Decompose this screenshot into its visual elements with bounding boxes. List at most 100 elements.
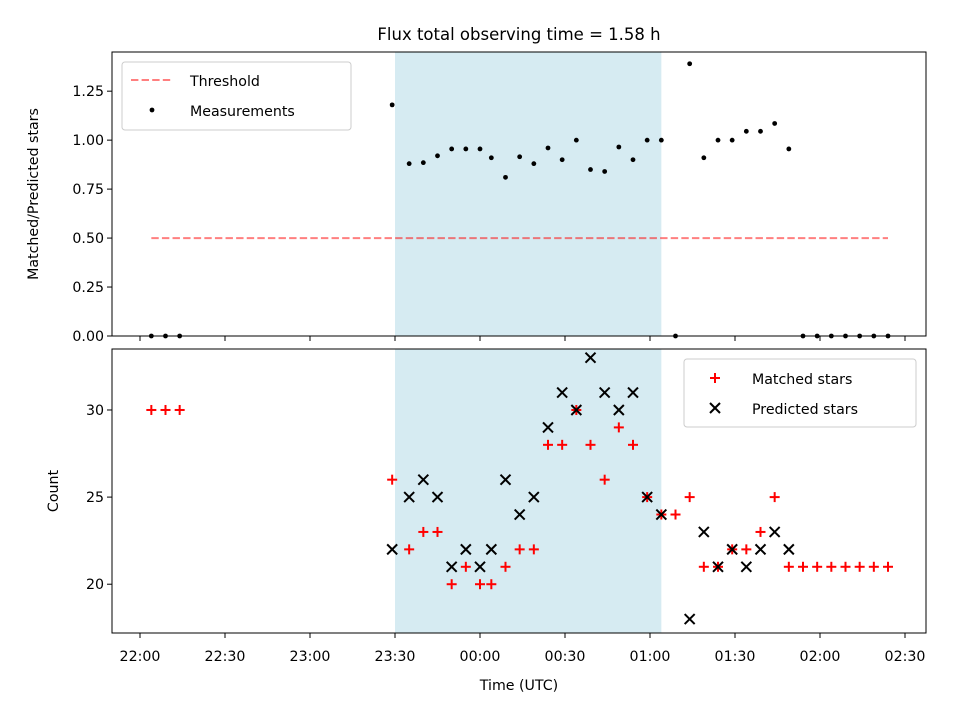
x-tick-label: 02:30 xyxy=(885,649,926,665)
measurement-point xyxy=(701,155,707,161)
predicted-star-point xyxy=(556,386,568,399)
matched-star-point xyxy=(840,561,851,572)
matched-star-point xyxy=(599,474,610,485)
measurement-point xyxy=(545,145,551,151)
measurement-point xyxy=(758,128,763,134)
matched-star-point xyxy=(769,492,780,503)
matched-star-point xyxy=(585,439,596,450)
matched-star-point xyxy=(500,561,511,572)
predicted-star-point xyxy=(598,386,611,399)
matched-star-point xyxy=(174,404,185,415)
measurement-point xyxy=(616,144,622,150)
matched-star-point xyxy=(684,492,695,503)
matched-star-point xyxy=(418,526,429,537)
legend-threshold-label: Threshold xyxy=(189,74,260,90)
bottom-legend: Matched stars Predicted stars xyxy=(683,358,917,428)
matched-star-point xyxy=(812,561,823,572)
measurement-point xyxy=(435,153,440,159)
chart-title: Flux total observing time = 1.58 h xyxy=(377,25,660,44)
matched-star-point xyxy=(868,561,879,572)
predicted-star-point xyxy=(698,526,710,538)
matched-star-point xyxy=(670,509,681,520)
measurement-point xyxy=(488,155,494,161)
measurement-point xyxy=(477,146,483,152)
measurement-point xyxy=(786,146,792,152)
predicted-star-point xyxy=(754,543,767,556)
matched-star-point xyxy=(826,561,837,572)
measurement-point xyxy=(463,146,469,152)
x-tick-label: 00:00 xyxy=(460,649,501,665)
measurement-point xyxy=(406,161,412,167)
top-panel: 0.00 0.25 0.50 0.75 1.00 1.25 Matched/Predict… xyxy=(26,51,927,345)
predicted-star-point xyxy=(513,508,526,521)
count-points xyxy=(146,352,893,625)
legend-predicted-label: Predicted stars xyxy=(752,402,858,418)
bottom-shaded-span xyxy=(395,349,662,633)
matched-star-point xyxy=(387,474,398,485)
measurement-point xyxy=(531,161,537,167)
bottom-x-axis: 22:00 22:30 23:00 23:30 00:00 00:30 01:00 01:30… xyxy=(120,633,926,665)
matched-star-point xyxy=(528,544,539,555)
matched-star-point xyxy=(755,526,766,537)
predicted-star-point xyxy=(542,421,554,434)
y-tick-label: 30 xyxy=(86,403,104,419)
measurement-point xyxy=(644,137,650,143)
measurement-point xyxy=(658,137,664,143)
measurement-point xyxy=(772,121,778,126)
predicted-star-point xyxy=(528,491,540,503)
predicted-star-point xyxy=(386,543,398,556)
top-y-axis-label: Matched/Predicted stars xyxy=(26,108,42,280)
predicted-star-point xyxy=(474,561,486,573)
predicted-star-point xyxy=(726,543,738,556)
matched-star-point xyxy=(460,561,471,572)
measurement-point xyxy=(449,146,455,152)
matched-star-point xyxy=(557,439,568,450)
x-axis-label: Time (UTC) xyxy=(479,678,558,694)
matched-star-point xyxy=(854,561,865,572)
predicted-star-point xyxy=(783,543,795,556)
y-tick-label: 25 xyxy=(86,490,104,506)
legend-predicted-swatch xyxy=(709,402,721,414)
predicted-star-point xyxy=(460,543,472,556)
measurement-point xyxy=(602,169,608,174)
y-tick-label: 0.25 xyxy=(72,280,104,296)
predicted-star-point xyxy=(584,352,597,364)
predicted-star-point xyxy=(655,508,668,521)
predicted-star-point xyxy=(627,386,639,399)
measurement-point xyxy=(729,137,735,143)
measurement-point xyxy=(503,174,508,180)
x-tick-label: 00:30 xyxy=(545,649,586,665)
matched-star-point xyxy=(628,439,638,450)
x-tick-label: 01:30 xyxy=(715,649,756,665)
matched-star-point xyxy=(475,579,485,590)
x-tick-label: 01:00 xyxy=(630,649,671,665)
x-tick-label: 22:00 xyxy=(120,649,161,665)
predicted-star-point xyxy=(740,561,753,573)
matched-star-point xyxy=(883,561,893,572)
matched-star-point xyxy=(698,561,709,572)
matched-star-point xyxy=(432,526,443,537)
bottom-plot-frame xyxy=(111,348,927,634)
x-tick-label: 02:00 xyxy=(800,649,841,665)
matched-star-point xyxy=(543,439,553,450)
top-legend-box xyxy=(121,61,352,131)
matched-star-point xyxy=(798,561,808,572)
bottom-panel: 20 25 30 22:00 22:30 23:00 23:30 00:00 00:30 01:… xyxy=(46,348,927,694)
bottom-y-axis: 20 25 30 xyxy=(86,403,112,593)
measurement-point xyxy=(687,61,693,67)
matched-star-point xyxy=(514,544,525,555)
legend-measurements-swatch xyxy=(149,107,155,113)
y-tick-label: 0.75 xyxy=(72,182,104,198)
measurement-point xyxy=(573,137,579,143)
legend-measurements-label: Measurements xyxy=(190,104,295,120)
bottom-legend-box xyxy=(683,358,917,428)
measurement-point xyxy=(517,154,523,160)
y-tick-label: 20 xyxy=(86,577,104,593)
predicted-star-point xyxy=(613,404,625,416)
matched-star-point xyxy=(146,404,157,415)
predicted-star-point xyxy=(499,473,512,486)
y-tick-label: 1.00 xyxy=(72,133,104,149)
bottom-y-axis-label: Count xyxy=(46,470,62,513)
top-y-axis: 0.00 0.25 0.50 0.75 1.00 1.25 xyxy=(72,84,112,345)
